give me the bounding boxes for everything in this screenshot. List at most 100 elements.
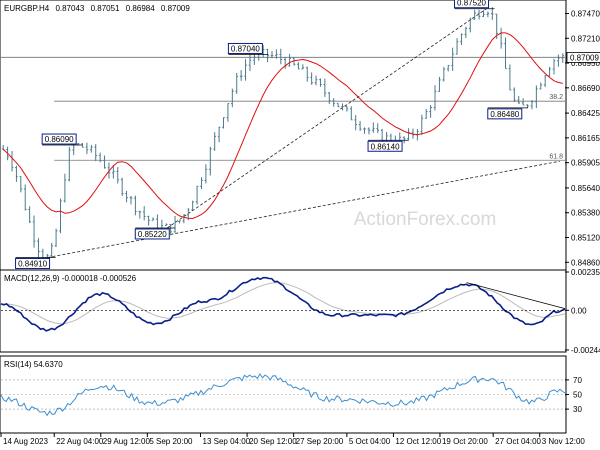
candle — [521, 98, 525, 106]
candle — [90, 144, 93, 153]
symbol-title: EURGBP.H4 0.87043 0.87051 0.86984 0.8700… — [4, 4, 190, 13]
date-tick-label: 5 Sep 20:00 — [149, 437, 193, 446]
fib-level-label: 38.2 — [549, 94, 563, 101]
candle — [323, 78, 327, 97]
rsi-panel-frame — [0, 355, 567, 434]
candle — [112, 165, 115, 179]
price-annotation: 0.86140 — [367, 139, 409, 152]
candle — [59, 198, 62, 234]
candle — [164, 223, 168, 227]
candle — [473, 9, 476, 20]
svg-text:0.84910: 0.84910 — [18, 260, 47, 269]
price-tick-label: 0.85905 — [571, 159, 600, 168]
candle — [460, 33, 463, 45]
candle — [310, 72, 313, 85]
candle — [217, 126, 221, 143]
svg-text:0.85220: 0.85220 — [138, 230, 167, 239]
candle — [253, 53, 256, 65]
candle — [222, 117, 225, 129]
date-tick-label: 20 Sep 12:00 — [249, 437, 297, 446]
date-tick-label: 27 Sep 20:00 — [296, 437, 344, 446]
candle — [336, 102, 340, 108]
candle — [67, 146, 71, 182]
current-price-box — [566, 52, 600, 63]
candle — [213, 132, 217, 151]
date-tick-label: 19 Oct 20:00 — [442, 437, 488, 446]
candle — [543, 74, 547, 88]
price-annotation: 0.87040 — [227, 42, 269, 55]
macd-tick-label: 0.00 — [571, 306, 587, 315]
rsi-tick-label: 30 — [573, 405, 582, 414]
candle — [239, 70, 243, 81]
candle — [438, 76, 441, 92]
candle — [327, 91, 331, 105]
candle — [349, 106, 353, 121]
candle — [561, 53, 565, 63]
candle — [490, 7, 494, 20]
candle — [98, 152, 102, 163]
candle — [200, 177, 203, 190]
symbol: EURGBP.H4 — [4, 4, 50, 13]
candle — [134, 195, 137, 216]
candle — [358, 120, 362, 131]
candle — [37, 238, 40, 258]
trendline-channel — [167, 8, 487, 229]
candle — [81, 143, 84, 148]
candle — [530, 100, 534, 110]
candle — [407, 128, 410, 141]
price-tick-label: 0.85640 — [571, 184, 600, 193]
candle — [552, 58, 556, 75]
candle — [28, 206, 31, 223]
candle — [468, 17, 472, 33]
candle — [539, 82, 543, 90]
candle — [508, 64, 512, 91]
candle — [129, 195, 133, 205]
rsi-tick-label: 50 — [573, 391, 582, 400]
candle — [151, 217, 155, 221]
candle — [120, 177, 124, 196]
candle — [495, 13, 499, 40]
trendline-support — [47, 160, 560, 258]
date-tick-label: 22 Aug 04:00 — [56, 437, 104, 446]
svg-text:0.86090: 0.86090 — [45, 135, 74, 144]
candle — [23, 184, 27, 211]
candle — [513, 87, 516, 103]
candle — [231, 88, 234, 108]
price-tick-label: 0.86950 — [571, 59, 600, 68]
price-tick-label: 0.84860 — [571, 258, 600, 267]
candle — [85, 142, 89, 155]
candle — [376, 123, 380, 134]
price-tick-label: 0.86165 — [571, 134, 600, 143]
candle — [15, 165, 18, 182]
ohlc-open: 0.87043 — [55, 4, 84, 13]
candle — [208, 146, 212, 176]
candle — [116, 167, 120, 184]
candle — [191, 200, 194, 211]
candle — [270, 50, 274, 59]
candle — [477, 9, 481, 20]
candle — [464, 26, 468, 39]
macd-tick-label: 0.002356 — [571, 268, 600, 277]
candle — [103, 155, 106, 169]
date-tick-label: 14 Aug 2023 — [3, 437, 48, 446]
candle — [446, 64, 450, 72]
candle — [19, 176, 23, 193]
candle — [517, 96, 521, 104]
price-tick-label: 0.86425 — [571, 109, 600, 118]
candle — [433, 85, 437, 111]
candle — [482, 10, 485, 18]
candle — [32, 215, 36, 248]
candle — [182, 214, 186, 224]
candle — [125, 190, 128, 203]
candle — [226, 103, 230, 122]
rsi-title: RSI(14) 54.6370 — [4, 360, 63, 369]
candle — [279, 48, 283, 65]
price-annotation: 0.85220 — [134, 227, 176, 240]
candle — [442, 66, 446, 82]
candle — [248, 53, 252, 72]
candle — [455, 38, 459, 55]
macd-line — [0, 276, 566, 332]
candle — [94, 144, 98, 162]
candle — [63, 173, 67, 203]
candle — [275, 49, 278, 59]
